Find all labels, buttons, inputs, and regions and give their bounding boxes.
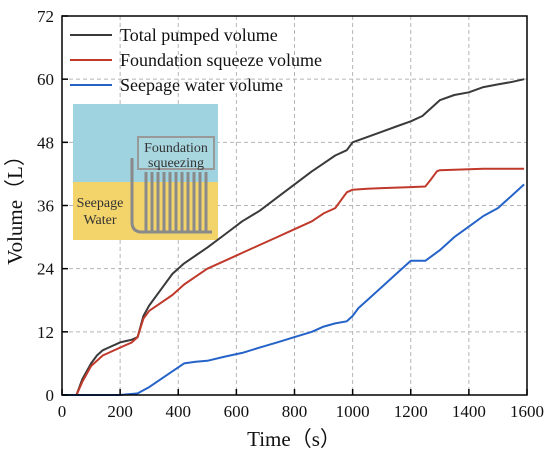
y-tick-label: 72 — [37, 7, 54, 26]
inset-header-pipe — [130, 158, 212, 234]
inset-label-foundation: Foundation — [144, 141, 208, 156]
y-axis-title: Volume（L） — [3, 145, 27, 265]
y-tick-label: 60 — [37, 70, 54, 89]
inset-label-seepage: Seepage — [77, 196, 124, 211]
inset-drain-pipes — [130, 158, 212, 234]
y-tick-label: 36 — [37, 197, 54, 216]
x-tick-label: 1200 — [394, 402, 428, 421]
x-axis-title: Time（s） — [247, 427, 341, 451]
plot-frame — [61, 15, 528, 396]
x-tick-label: 600 — [224, 402, 250, 421]
series-line-2 — [62, 167, 525, 396]
x-tick-label: 400 — [166, 402, 192, 421]
legend-label-3: Seepage water volume — [120, 75, 283, 95]
x-tick-label: 1000 — [336, 402, 370, 421]
axis-ticks: 0 200 400 600 800 1000 1200 1400 1600 0 12 24 36 48 60… — [37, 7, 544, 421]
inset-squeeze-zone — [137, 136, 215, 170]
legend-label-2: Foundation squeeze volume — [120, 50, 322, 70]
inset-label-water: Water — [83, 213, 116, 228]
x-tick-label: 0 — [58, 402, 67, 421]
inset-illustration: Foundation squeezing Seepage Water — [73, 104, 218, 240]
inset-label-squeezing: squeezing — [148, 156, 204, 171]
y-tick-label: 12 — [37, 323, 54, 342]
series-line-1 — [62, 78, 525, 396]
series-lines — [62, 78, 525, 396]
x-tick-label: 1400 — [452, 402, 486, 421]
series-line-3 — [62, 183, 525, 396]
legend: Total pumped volume Foundation squeeze vo… — [70, 25, 322, 95]
x-tick-label: 800 — [282, 402, 308, 421]
x-tick-label: 200 — [107, 402, 133, 421]
x-tick-label: 1600 — [510, 402, 544, 421]
y-tick-label: 0 — [46, 386, 55, 405]
y-tick-label: 48 — [37, 133, 54, 152]
y-tick-label: 24 — [37, 260, 55, 279]
legend-label-1: Total pumped volume — [120, 25, 278, 45]
